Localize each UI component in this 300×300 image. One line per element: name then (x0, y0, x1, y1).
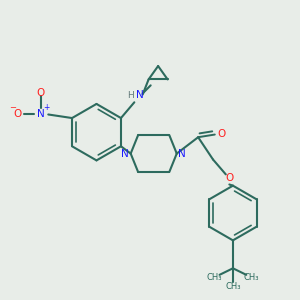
Text: CH₃: CH₃ (207, 273, 222, 282)
Text: O: O (217, 129, 226, 139)
Text: O: O (14, 110, 22, 119)
Text: CH₃: CH₃ (225, 282, 241, 291)
Text: +: + (43, 103, 50, 112)
Text: O: O (37, 88, 45, 98)
Text: N: N (122, 148, 129, 159)
Text: H: H (128, 91, 134, 100)
Text: O: O (225, 173, 233, 183)
Text: −: − (9, 103, 16, 112)
Text: N: N (178, 148, 186, 159)
Text: N: N (136, 90, 144, 100)
Text: N: N (37, 110, 45, 119)
Text: CH₃: CH₃ (244, 273, 259, 282)
